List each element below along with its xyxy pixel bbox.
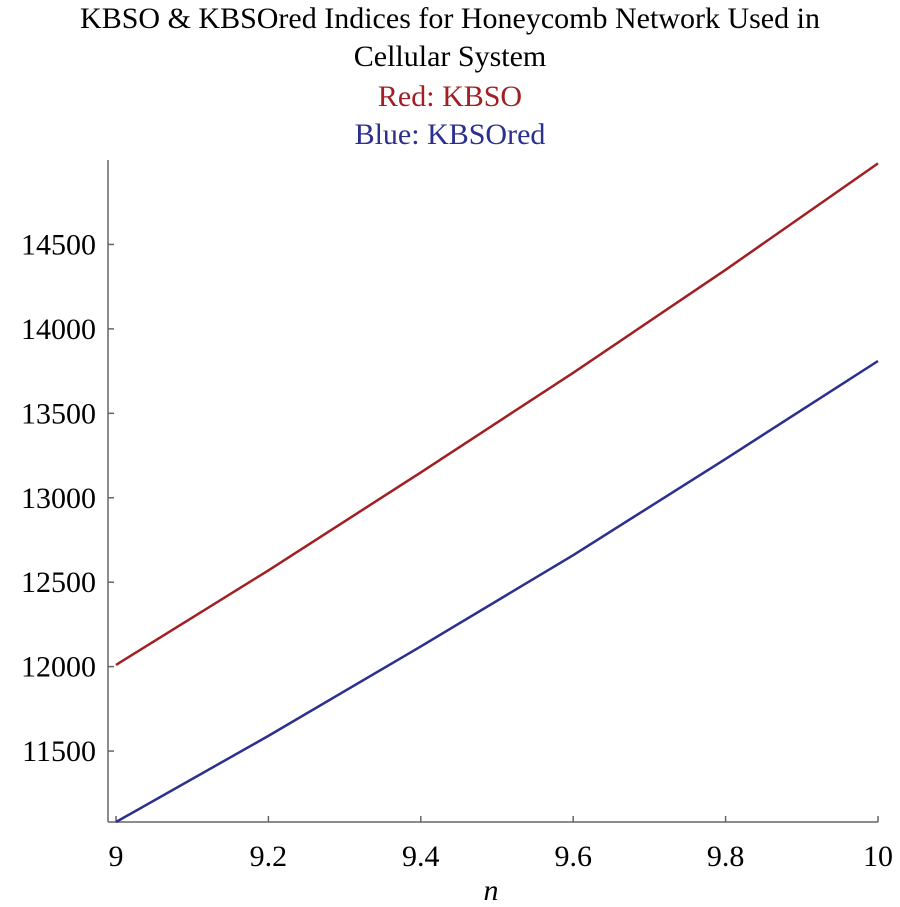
chart-title-line2: Cellular System (353, 40, 547, 73)
series-line-kbso (115, 162, 879, 666)
y-tick-label: 13000 (21, 482, 96, 515)
x-tick-label: 10 (863, 840, 893, 873)
y-tick-label: 13500 (21, 397, 96, 430)
x-tick-label: 9.8 (707, 840, 745, 873)
series-layer (115, 162, 879, 824)
y-tick-label: 12000 (21, 651, 96, 684)
y-tick-label: 14000 (21, 313, 96, 346)
y-tick-label: 11500 (22, 735, 96, 768)
legend-blue-label: Blue: KBSOred (354, 118, 546, 151)
x-tick-label: 9.4 (402, 840, 440, 873)
tick-labels: 11500 12000 12500 13000 13500 14000 14500 9 9.2 9… (21, 228, 893, 907)
y-tick-label: 12500 (21, 566, 96, 599)
y-tick-label: 14500 (21, 228, 96, 261)
x-axis-title: n (484, 874, 499, 907)
axes (107, 160, 879, 823)
chart-title: KBSO & KBSOred Indices for Honeycomb Net… (80, 2, 820, 35)
x-tick-label: 9 (109, 840, 124, 873)
x-tick-label: 9.2 (250, 840, 288, 873)
legend-red-label: Red: KBSO (377, 80, 523, 113)
series-line-kbsored (115, 359, 879, 824)
x-tick-label: 9.6 (554, 840, 592, 873)
